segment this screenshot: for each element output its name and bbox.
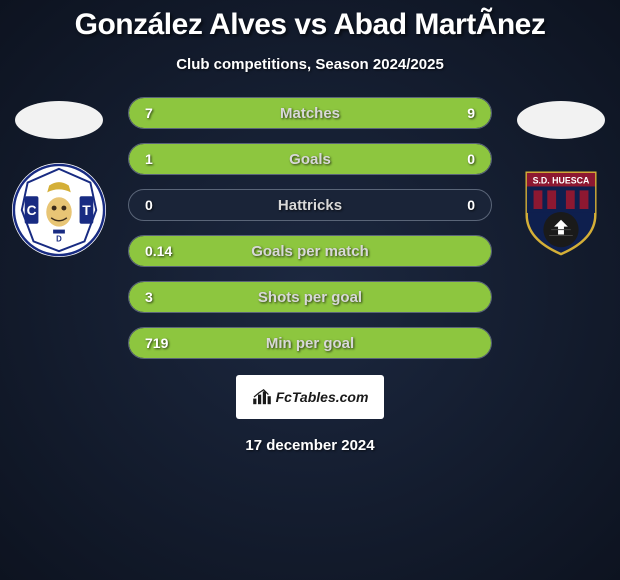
stat-label: Goals per match — [129, 236, 491, 266]
comparison-container: González Alves vs Abad MartÃ­nez Club co… — [0, 0, 620, 580]
stat-value-left: 7 — [145, 98, 153, 128]
stat-value-left: 3 — [145, 282, 153, 312]
page-title: González Alves vs Abad MartÃ­nez — [75, 8, 546, 42]
stat-label: Min per goal — [129, 328, 491, 358]
stat-row: Goals per match0.14 — [128, 235, 492, 267]
stat-value-left: 0.14 — [145, 236, 172, 266]
club-badge-right: S.D. HUESCA — [512, 161, 610, 259]
stat-value-left: 719 — [145, 328, 168, 358]
player-avatar-left — [15, 101, 103, 139]
content-row: C T D Matches79Goals10Hattricks00Goals p… — [0, 97, 620, 359]
svg-text:S.D. HUESCA: S.D. HUESCA — [533, 176, 590, 186]
brand-text: FcTables.com — [276, 389, 369, 405]
stat-row: Matches7 9 — [128, 97, 492, 129]
stat-value-left: 0 — [145, 190, 153, 220]
stat-label: Matches — [129, 98, 491, 128]
stat-label: Goals — [129, 144, 491, 174]
subtitle: Club competitions, Season 2024/2025 — [176, 56, 444, 73]
stat-label: Shots per goal — [129, 282, 491, 312]
stat-label: Hattricks — [129, 190, 491, 220]
stat-row: Min per goal719 — [128, 327, 492, 359]
brand-logo: FcTables.com — [236, 375, 384, 419]
player-avatar-right — [517, 101, 605, 139]
svg-text:T: T — [82, 203, 91, 218]
stat-row: Goals1 0 — [128, 143, 492, 175]
svg-text:D: D — [56, 234, 62, 243]
stat-row: Hattricks0 0 — [128, 189, 492, 221]
left-side: C T D — [4, 97, 114, 259]
stats-column: Matches79Goals10Hattricks00Goals per mat… — [114, 97, 506, 359]
stat-value-right: 9 — [467, 98, 475, 128]
right-side: S.D. HUESCA — [506, 97, 616, 259]
svg-text:C: C — [27, 203, 37, 218]
date-text: 17 december 2024 — [245, 437, 374, 454]
stat-value-right: 0 — [467, 144, 475, 174]
club-badge-left: C T D — [10, 161, 108, 259]
stat-value-left: 1 — [145, 144, 153, 174]
stat-value-right: 0 — [467, 190, 475, 220]
chart-icon — [252, 389, 272, 405]
stat-row: Shots per goal3 — [128, 281, 492, 313]
